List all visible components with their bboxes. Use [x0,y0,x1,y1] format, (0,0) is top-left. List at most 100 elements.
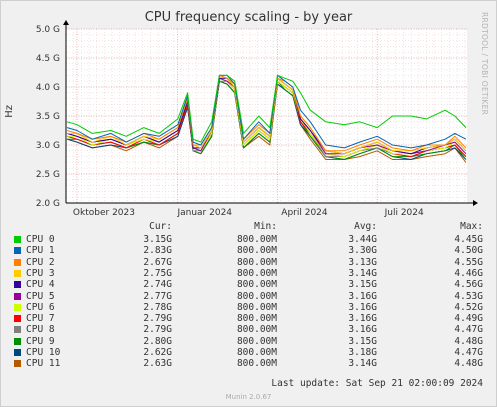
legend-max: 4.50G [454,245,483,257]
legend-avg: 3.44G [348,234,377,245]
legend-max: 4.49G [454,313,483,325]
series-line-cpu-3 [67,74,467,155]
legend-avg: 3.16G [348,313,377,325]
legend-avg: 3.15G [348,279,377,291]
legend-row: CPU 8 2.79G 800.00M 3.16G 4.47G [0,324,497,335]
legend-series-name: CPU 3 [26,267,55,279]
legend-swatch [14,281,21,289]
legend-cur: 2.63G [143,358,172,370]
legend-series-name: CPU 9 [26,335,55,347]
legend-swatch [14,360,21,368]
generator-credit: Munin 2.0.67 [225,393,272,401]
legend-min: 800.00M [236,301,277,313]
y-tick-label: 4.5 G [36,54,60,64]
y-tick-label: 2.0 G [36,199,60,209]
x-axis-arrow [473,200,478,206]
rrdtool-credit: RRDTOOL / TOBI OETIKER [480,12,489,116]
series-line-cpu-11 [66,80,467,163]
legend-min: 800.00M [236,324,277,336]
legend-series-name: CPU 1 [26,245,55,257]
y-tick-labels: 2.0 G 2.5 G 3.0 G 3.5 G 4.0 G 4.5 G 5.0 G [36,25,60,209]
legend-swatch [14,349,21,356]
legend-series-name: CPU 7 [26,313,55,325]
legend-avg: 3.16G [348,324,377,336]
legend-swatch [14,258,21,266]
legend-max: 4.48G [454,335,483,347]
legend-series-name: CPU 6 [26,301,55,313]
legend-avg: 3.13G [348,256,377,268]
legend-min: 800.00M [236,256,277,268]
legend-avg: 3.18G [348,347,377,358]
legend-series-name: CPU 8 [26,324,55,336]
legend-swatch [14,292,21,300]
legend-min: 800.00M [236,290,277,302]
legend-min: 800.00M [236,234,277,245]
legend-swatch [14,315,21,323]
legend-min: 800.00M [236,347,277,358]
legend-row: CPU 0 3.15G 800.00M 3.44G 4.45G [0,234,497,245]
y-tick-label: 3.5 G [36,112,60,122]
legend-cur: 2.78G [143,301,172,313]
legend-min: 800.00M [236,335,277,347]
legend-cur: 2.74G [143,279,172,291]
last-update: Last update: Sat Sep 21 02:00:09 2024 [271,378,483,389]
legend-series-name: CPU 2 [26,256,55,268]
legend-swatch [14,236,21,243]
legend-cur: 2.79G [143,324,172,336]
legend-max: 4.48G [454,358,483,370]
series-line-cpu-1 [66,74,467,149]
y-axis-arrow [63,20,69,25]
legend-cur: 2.80G [143,335,172,347]
legend-min: 800.00M [236,245,277,257]
series-line-cpu-0 [66,74,467,143]
legend-avg: 3.14G [348,358,377,370]
legend-cur: 2.67G [143,256,172,268]
legend-avg: 3.30G [348,245,377,257]
legend-row: CPU 1 2.83G 800.00M 3.30G 4.50G [0,245,497,256]
legend-row: CPU 6 2.78G 800.00M 3.16G 4.52G [0,302,497,313]
legend-max: 4.55G [454,256,483,268]
y-tick-label: 3.0 G [36,141,60,151]
legend-max: 4.53G [454,290,483,302]
series-lines [66,74,467,163]
series-line-cpu-6 [67,77,467,158]
legend-row: CPU 4 2.74G 800.00M 3.15G 4.56G [0,279,497,290]
legend-avg: 3.16G [348,301,377,313]
legend-series-name: CPU 10 [26,347,61,358]
legend-cur: 2.79G [143,313,172,325]
legend-swatch [14,337,21,345]
legend-cur: 3.15G [143,234,172,245]
legend-header-avg: Avg: [354,221,377,232]
series-line-cpu-9 [67,80,467,160]
legend-row: CPU 11 2.63G 800.00M 3.14G 4.48G [0,358,497,369]
legend-min: 800.00M [236,313,277,325]
legend-cur: 2.62G [143,347,172,358]
legend-header: Cur: Min: Avg: Max: [0,221,497,232]
legend-row: CPU 10 2.62G 800.00M 3.18G 4.47G [0,347,497,358]
legend-row: CPU 9 2.80G 800.00M 3.15G 4.48G [0,336,497,347]
legend-swatch [14,326,21,334]
legend-swatch [14,303,21,311]
chart-canvas: 2.0 G 2.5 G 3.0 G 3.5 G 4.0 G 4.5 G 5.0 G Okto… [36,20,478,218]
legend-avg: 3.14G [348,267,377,279]
legend-max: 4.56G [454,279,483,291]
y-tick-label: 2.5 G [36,170,60,180]
legend-series-name: CPU 5 [26,290,55,302]
y-tick-label: 4.0 G [36,83,60,93]
series-line-cpu-2 [66,74,467,152]
legend-avg: 3.16G [348,290,377,302]
legend-series-name: CPU 0 [26,234,55,245]
x-tick-label: Oktober 2023 [73,208,135,218]
y-tick-label: 5.0 G [36,25,60,35]
legend-max: 4.47G [454,347,483,358]
legend-min: 800.00M [236,279,277,291]
legend-max: 4.46G [454,267,483,279]
chart-title: CPU frequency scaling - by year [144,10,353,25]
legend-max: 4.52G [454,301,483,313]
legend-row: CPU 5 2.77G 800.00M 3.16G 4.53G [0,291,497,302]
legend-swatch [14,269,21,277]
legend-header-min: Min: [254,221,277,232]
legend-series-name: CPU 4 [26,279,55,291]
axes [63,20,478,206]
legend-swatch [14,247,21,255]
